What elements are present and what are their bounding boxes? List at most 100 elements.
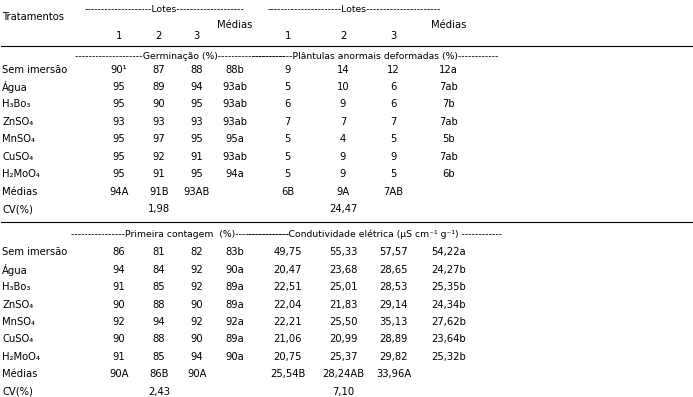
Text: --------------------Lotes--------------------: --------------------Lotes---------------… [85, 5, 245, 14]
Text: 23,68: 23,68 [329, 264, 357, 275]
Text: 6b: 6b [442, 170, 455, 179]
Text: 5: 5 [390, 135, 396, 145]
Text: 92: 92 [152, 152, 165, 162]
Text: 33,96A: 33,96A [376, 369, 411, 380]
Text: 21,83: 21,83 [329, 299, 357, 310]
Text: 82: 82 [191, 247, 203, 257]
Text: 24,47: 24,47 [329, 204, 357, 214]
Text: 1: 1 [116, 31, 122, 41]
Text: 3: 3 [390, 31, 396, 41]
Text: 9: 9 [340, 170, 346, 179]
Text: MnSO₄: MnSO₄ [2, 135, 35, 145]
Text: 7: 7 [285, 117, 291, 127]
Text: --------------------Germinação (%)--------------------: --------------------Germinação (%)------… [75, 52, 286, 61]
Text: 94: 94 [152, 317, 165, 327]
Text: 89: 89 [152, 82, 165, 92]
Text: 88: 88 [191, 65, 203, 75]
Text: 27,62b: 27,62b [431, 317, 466, 327]
Text: 55,33: 55,33 [329, 247, 357, 257]
Text: 25,50: 25,50 [328, 317, 358, 327]
Text: Médias: Médias [2, 187, 37, 197]
Text: 92a: 92a [225, 317, 244, 327]
Text: 9A: 9A [336, 187, 350, 197]
Text: 91: 91 [191, 152, 203, 162]
Text: 94A: 94A [109, 187, 128, 197]
Text: 28,89: 28,89 [379, 334, 407, 345]
Text: 7ab: 7ab [439, 117, 458, 127]
Text: Água: Água [2, 81, 28, 93]
Text: 22,04: 22,04 [274, 299, 302, 310]
Text: 94: 94 [191, 82, 203, 92]
Text: 10: 10 [337, 82, 349, 92]
Text: 28,24AB: 28,24AB [322, 369, 364, 380]
Text: 22,21: 22,21 [274, 317, 302, 327]
Text: 7ab: 7ab [439, 82, 458, 92]
Text: 81: 81 [152, 247, 165, 257]
Text: Médias: Médias [431, 20, 466, 30]
Text: 93: 93 [112, 117, 125, 127]
Text: 20,47: 20,47 [274, 264, 302, 275]
Text: 5b: 5b [442, 135, 455, 145]
Text: 22,51: 22,51 [274, 282, 302, 292]
Text: 86: 86 [112, 247, 125, 257]
Text: 90A: 90A [109, 369, 128, 380]
Text: 7: 7 [340, 117, 346, 127]
Text: ------------Condutividade elétrica (μS cm⁻¹ g⁻¹) ------------: ------------Condutividade elétrica (μS c… [248, 230, 502, 239]
Text: 12: 12 [387, 65, 400, 75]
Text: 6B: 6B [281, 187, 295, 197]
Text: MnSO₄: MnSO₄ [2, 317, 35, 327]
Text: 90: 90 [152, 100, 165, 110]
Text: 14: 14 [337, 65, 349, 75]
Text: 90: 90 [191, 299, 203, 310]
Text: 92: 92 [191, 317, 203, 327]
Text: 24,27b: 24,27b [431, 264, 466, 275]
Text: 94a: 94a [225, 170, 244, 179]
Text: 9: 9 [285, 65, 291, 75]
Text: 95: 95 [191, 135, 203, 145]
Text: 91: 91 [112, 282, 125, 292]
Text: 54,22a: 54,22a [431, 247, 466, 257]
Text: 86B: 86B [149, 369, 168, 380]
Text: 87: 87 [152, 65, 165, 75]
Text: ----------------Primeira contagem  (%)----------------: ----------------Primeira contagem (%)---… [71, 230, 289, 239]
Text: 89a: 89a [225, 334, 244, 345]
Text: H₂MoO₄: H₂MoO₄ [2, 352, 40, 362]
Text: 88: 88 [152, 334, 165, 345]
Text: 7b: 7b [442, 100, 455, 110]
Text: 93ab: 93ab [222, 100, 247, 110]
Text: 5: 5 [285, 152, 291, 162]
Text: 28,65: 28,65 [379, 264, 407, 275]
Text: 85: 85 [152, 282, 165, 292]
Text: Sem imersão: Sem imersão [2, 65, 67, 75]
Text: 90a: 90a [225, 264, 244, 275]
Text: 93: 93 [191, 117, 203, 127]
Text: 7: 7 [390, 117, 396, 127]
Text: 1: 1 [285, 31, 291, 41]
Text: 9: 9 [390, 152, 396, 162]
Text: 88b: 88b [225, 65, 244, 75]
Text: 9: 9 [340, 100, 346, 110]
Text: CuSO₄: CuSO₄ [2, 334, 33, 345]
Text: 25,01: 25,01 [328, 282, 358, 292]
Text: 90¹: 90¹ [110, 65, 127, 75]
Text: 89a: 89a [225, 282, 244, 292]
Text: 89a: 89a [225, 299, 244, 310]
Text: CV(%): CV(%) [2, 387, 33, 397]
Text: 95: 95 [112, 170, 125, 179]
Text: 12a: 12a [439, 65, 458, 75]
Text: 83b: 83b [225, 247, 244, 257]
Text: 90a: 90a [225, 352, 244, 362]
Text: 94: 94 [112, 264, 125, 275]
Text: 6: 6 [390, 82, 396, 92]
Text: 24,34b: 24,34b [432, 299, 466, 310]
Text: 88: 88 [152, 299, 165, 310]
Text: 95: 95 [191, 100, 203, 110]
Text: 25,35b: 25,35b [431, 282, 466, 292]
Text: 91: 91 [152, 170, 165, 179]
Text: ZnSO₄: ZnSO₄ [2, 299, 33, 310]
Text: 2,43: 2,43 [148, 387, 170, 397]
Text: 84: 84 [152, 264, 165, 275]
Text: ZnSO₄: ZnSO₄ [2, 117, 33, 127]
Text: 95a: 95a [225, 135, 244, 145]
Text: 93ab: 93ab [222, 152, 247, 162]
